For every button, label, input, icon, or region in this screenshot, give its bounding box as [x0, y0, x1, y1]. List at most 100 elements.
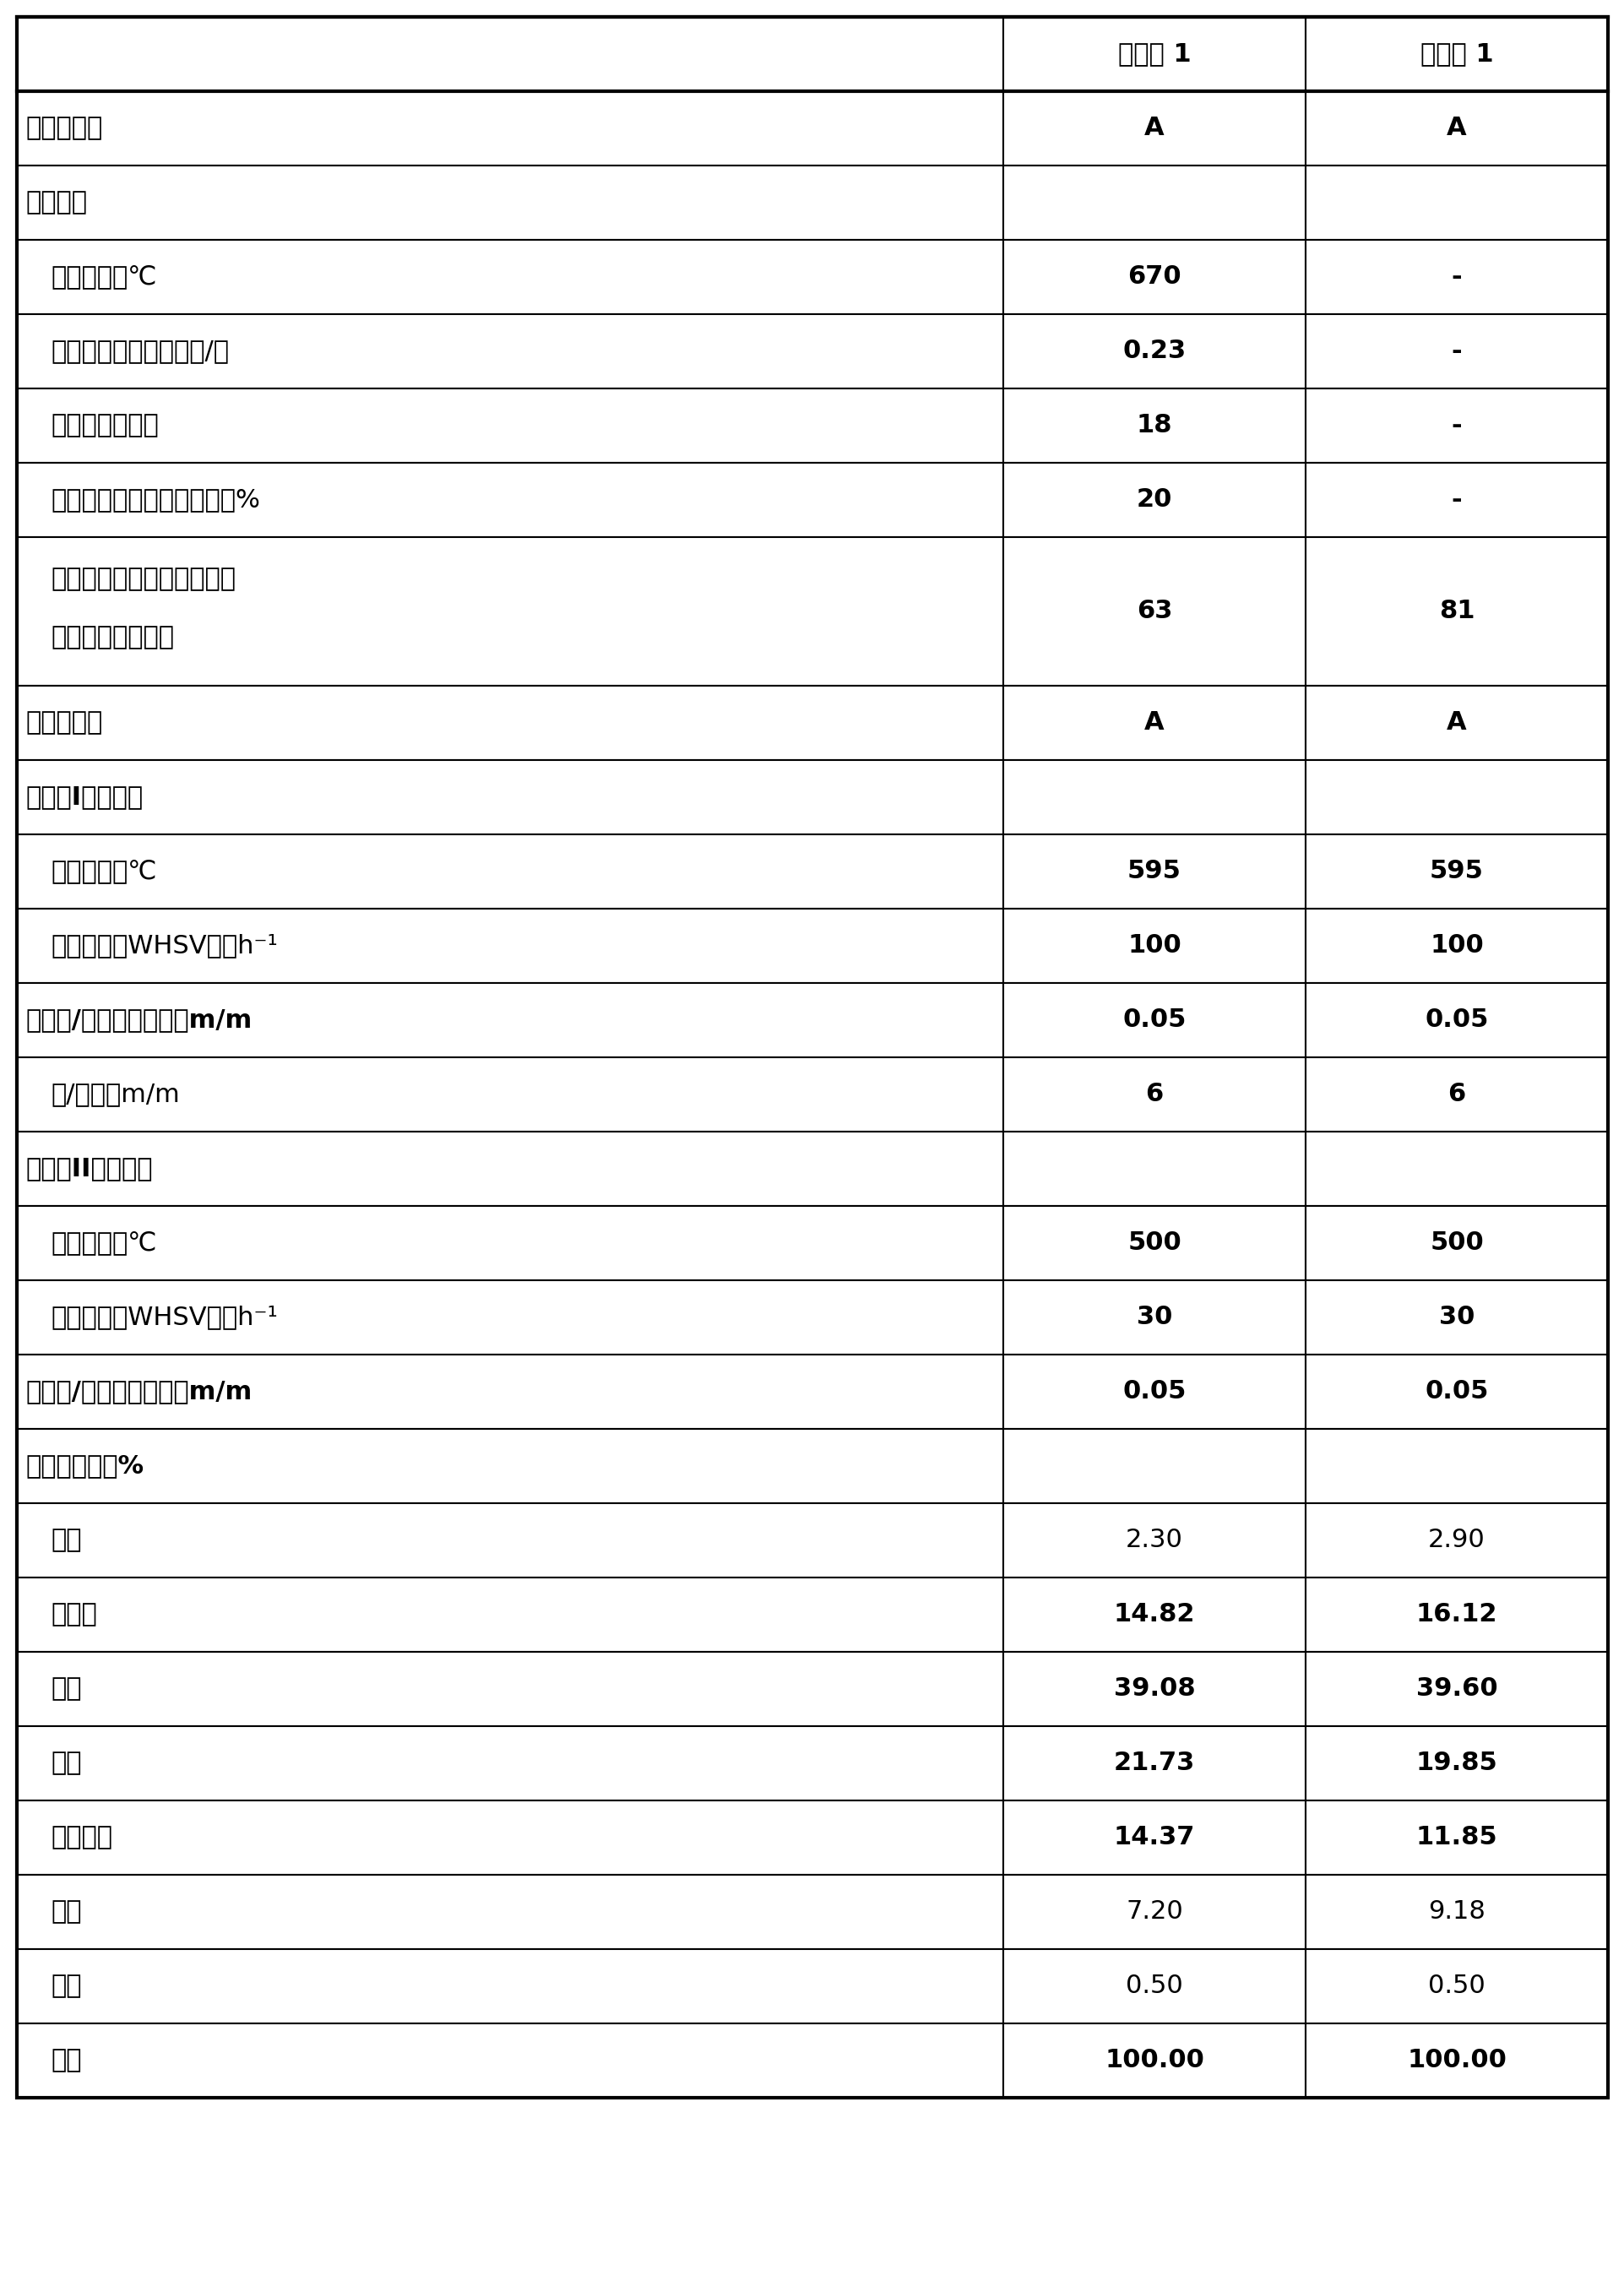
Text: 0.05: 0.05	[1122, 1008, 1186, 1033]
Bar	[1004, 1503, 1306, 1578]
Bar	[1004, 1950, 1306, 2023]
Bar	[1306, 1725, 1608, 1800]
Text: 16.12: 16.12	[1416, 1603, 1497, 1628]
Text: 水蒸汽/原料油重量比，m/m: 水蒸汽/原料油重量比，m/m	[26, 1380, 252, 1403]
Bar	[16, 1058, 1004, 1133]
Bar	[1306, 1058, 1608, 1133]
Text: 14.82: 14.82	[1112, 1603, 1195, 1628]
Text: 0.50: 0.50	[1427, 1975, 1484, 1998]
Bar	[1004, 1355, 1306, 1428]
Bar	[1306, 983, 1608, 1058]
Text: 重时空速（WHSV），h⁻¹: 重时空速（WHSV），h⁻¹	[50, 1305, 278, 1330]
Bar	[16, 1578, 1004, 1653]
Text: 30: 30	[1439, 1305, 1475, 1330]
Bar	[1004, 166, 1306, 241]
Bar	[16, 538, 1004, 686]
Bar	[1004, 16, 1306, 91]
Text: 加入工业催化裂化装置内时: 加入工业催化裂化装置内时	[50, 568, 235, 590]
Text: 500: 500	[1429, 1230, 1483, 1255]
Text: 0.50: 0.50	[1125, 1975, 1182, 1998]
Bar	[16, 1428, 1004, 1503]
Bar	[1306, 760, 1608, 835]
Bar	[16, 313, 1004, 388]
Bar	[1306, 1950, 1608, 2023]
Text: 老化温度，℃: 老化温度，℃	[50, 266, 156, 288]
Bar	[1004, 1875, 1306, 1950]
Text: 产物分布，重%: 产物分布，重%	[26, 1453, 143, 1478]
Text: 剂/油比，m/m: 剂/油比，m/m	[50, 1083, 180, 1108]
Text: 2.90: 2.90	[1427, 1528, 1484, 1553]
Text: 反应区II操作条件: 反应区II操作条件	[26, 1155, 153, 1180]
Text: 30: 30	[1137, 1305, 1173, 1330]
Text: 焦炭: 焦炭	[50, 1900, 81, 1925]
Bar	[1306, 908, 1608, 983]
Text: 2.30: 2.30	[1125, 1528, 1182, 1553]
Bar	[1306, 1355, 1608, 1428]
Bar	[1306, 2023, 1608, 2097]
Bar	[1004, 1205, 1306, 1280]
Bar	[1306, 166, 1608, 241]
Bar	[1004, 91, 1306, 166]
Text: 反应温度，℃: 反应温度，℃	[50, 860, 156, 883]
Bar	[1004, 463, 1306, 538]
Text: 81: 81	[1439, 599, 1475, 624]
Bar	[1004, 835, 1306, 908]
Text: 100.00: 100.00	[1406, 2048, 1505, 2073]
Bar	[1306, 313, 1608, 388]
Bar	[16, 388, 1004, 463]
Text: 670: 670	[1127, 266, 1181, 288]
Text: 9.18: 9.18	[1427, 1900, 1484, 1925]
Text: 对比例 1: 对比例 1	[1419, 41, 1492, 66]
Text: 18: 18	[1135, 413, 1173, 438]
Bar	[1004, 1058, 1306, 1133]
Text: 催化蜡油: 催化蜡油	[50, 1825, 112, 1850]
Bar	[1004, 241, 1306, 313]
Text: 100: 100	[1429, 933, 1483, 958]
Text: 500: 500	[1127, 1230, 1181, 1255]
Text: 39.60: 39.60	[1415, 1678, 1497, 1700]
Text: A: A	[1445, 116, 1466, 141]
Bar	[16, 463, 1004, 538]
Text: -: -	[1450, 413, 1462, 438]
Bar	[16, 1503, 1004, 1578]
Bar	[16, 1950, 1004, 2023]
Bar	[1004, 760, 1306, 835]
Bar	[1306, 1875, 1608, 1950]
Text: 0.05: 0.05	[1424, 1380, 1488, 1403]
Text: 水蒸汽/原料油重量比，m/m: 水蒸汽/原料油重量比，m/m	[26, 1008, 252, 1033]
Text: 原料油编号: 原料油编号	[26, 711, 102, 735]
Bar	[1306, 241, 1608, 313]
Bar	[1306, 1133, 1608, 1205]
Bar	[1004, 686, 1306, 760]
Bar	[1004, 1578, 1306, 1653]
Bar	[16, 1280, 1004, 1355]
Bar	[16, 1725, 1004, 1800]
Bar	[1306, 16, 1608, 91]
Bar	[16, 91, 1004, 166]
Bar	[1306, 835, 1608, 908]
Text: 39.08: 39.08	[1112, 1678, 1195, 1700]
Bar	[16, 835, 1004, 908]
Text: 老化时间，小时: 老化时间，小时	[50, 413, 159, 438]
Bar	[1004, 388, 1306, 463]
Text: 水蒸汽占流化床体积分数，%: 水蒸汽占流化床体积分数，%	[50, 488, 260, 513]
Text: 柴油: 柴油	[50, 1750, 81, 1775]
Text: 6: 6	[1447, 1083, 1465, 1108]
Bar	[1004, 1280, 1306, 1355]
Text: 0.05: 0.05	[1122, 1380, 1186, 1403]
Bar	[16, 1133, 1004, 1205]
Text: 损失: 损失	[50, 1975, 81, 1998]
Bar	[16, 1355, 1004, 1428]
Bar	[16, 983, 1004, 1058]
Text: A: A	[1143, 116, 1164, 141]
Bar	[1306, 388, 1608, 463]
Bar	[1004, 313, 1306, 388]
Bar	[1004, 908, 1306, 983]
Text: -: -	[1450, 266, 1462, 288]
Text: 7.20: 7.20	[1125, 1900, 1182, 1925]
Text: 催化剂编号: 催化剂编号	[26, 116, 102, 141]
Text: 595: 595	[1127, 860, 1181, 883]
Text: 100: 100	[1127, 933, 1181, 958]
Bar	[16, 2023, 1004, 2097]
Bar	[1004, 1428, 1306, 1503]
